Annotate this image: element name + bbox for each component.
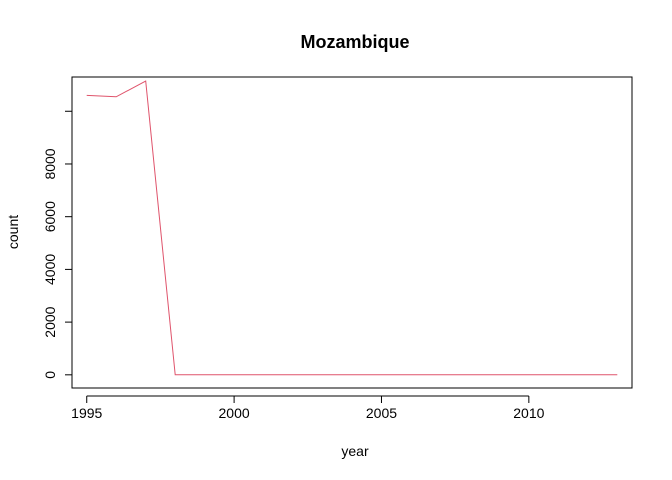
series-point: [499, 374, 500, 375]
x-axis: 1995 2000 2005 2010: [71, 395, 545, 421]
series-point: [322, 374, 323, 375]
series-point: [204, 374, 205, 375]
series-point: [410, 374, 411, 375]
series-point: [86, 95, 87, 96]
series-point: [587, 374, 588, 375]
series-point: [263, 374, 264, 375]
series-point: [234, 374, 235, 375]
y-axis-label: count: [5, 215, 21, 249]
y-tick-label: 8000: [42, 148, 58, 179]
x-tick-label: 2010: [513, 405, 544, 421]
y-tick-label: 6000: [42, 201, 58, 232]
series-point: [145, 80, 146, 81]
chart-title: Mozambique: [300, 32, 409, 52]
series-point: [292, 374, 293, 375]
y-tick-label: 2000: [42, 306, 58, 337]
y-tick-label: 0: [42, 371, 58, 379]
series-point: [617, 374, 618, 375]
x-tick-label: 2000: [219, 405, 250, 421]
y-tick-label: 4000: [42, 254, 58, 285]
series-point: [440, 374, 441, 375]
series-point: [381, 374, 382, 375]
series-point: [558, 374, 559, 375]
x-tick-label: 2005: [366, 405, 397, 421]
series-point: [351, 374, 352, 375]
series-point: [528, 374, 529, 375]
series-point: [175, 374, 176, 375]
series-layer: [86, 80, 618, 376]
series-line: [86, 80, 618, 376]
x-axis-label: year: [341, 443, 369, 459]
y-axis: 0 2000 4000 6000 8000: [42, 110, 73, 379]
series-point: [469, 374, 470, 375]
series-point: [116, 96, 117, 97]
x-tick-label: 1995: [71, 405, 102, 421]
